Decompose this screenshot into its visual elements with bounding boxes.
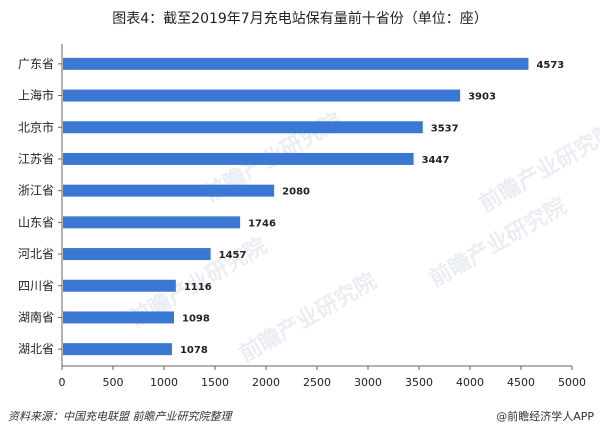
category-label: 山东省 xyxy=(18,215,54,229)
category-label: 浙江省 xyxy=(18,184,54,198)
x-tick-label: 0 xyxy=(59,376,66,389)
x-tick-label: 500 xyxy=(103,376,124,389)
x-tick-label: 5000 xyxy=(558,376,586,389)
bar xyxy=(63,57,529,70)
x-tick-label: 3500 xyxy=(405,376,433,389)
x-tick-label: 4000 xyxy=(456,376,484,389)
source-note: 资料来源：中国充电联盟 前瞻产业研究院整理 xyxy=(8,410,232,423)
data-label: 3903 xyxy=(468,92,496,103)
x-tick-label: 3000 xyxy=(354,376,382,389)
brand-credit: @前瞻经济学人APP xyxy=(496,410,594,423)
data-label: 3447 xyxy=(422,155,450,166)
data-label: 1098 xyxy=(182,313,210,324)
category-label: 河北省 xyxy=(18,247,54,261)
data-label: 1078 xyxy=(180,345,208,356)
bar xyxy=(63,89,461,102)
x-tick-label: 1000 xyxy=(150,376,178,389)
data-label: 1746 xyxy=(248,218,276,229)
bar xyxy=(63,311,174,324)
data-label: 1116 xyxy=(184,282,212,293)
data-label: 2080 xyxy=(282,187,310,198)
x-tick-label: 1500 xyxy=(201,376,229,389)
data-label: 1457 xyxy=(219,250,247,261)
bar xyxy=(63,279,176,292)
category-label: 江苏省 xyxy=(18,152,54,166)
x-tick-label: 4500 xyxy=(507,376,535,389)
bar xyxy=(63,121,423,134)
x-tick-label: 2000 xyxy=(252,376,280,389)
category-label: 北京市 xyxy=(18,119,54,134)
bar xyxy=(63,216,241,229)
category-label: 湖北省 xyxy=(18,341,54,356)
category-label: 上海市 xyxy=(18,88,54,103)
x-tick-label: 2500 xyxy=(303,376,331,389)
bar xyxy=(63,248,211,261)
category-label: 湖南省 xyxy=(18,309,54,324)
category-label: 四川省 xyxy=(18,279,54,293)
bar xyxy=(63,184,275,197)
bar xyxy=(63,152,414,165)
data-label: 3537 xyxy=(431,123,459,134)
category-label: 广东省 xyxy=(18,57,54,71)
chart-title: 图表4：截至2019年7月充电站保有量前十省份（单位：座） xyxy=(112,11,488,27)
bar xyxy=(63,343,172,356)
data-label: 4573 xyxy=(536,60,564,71)
